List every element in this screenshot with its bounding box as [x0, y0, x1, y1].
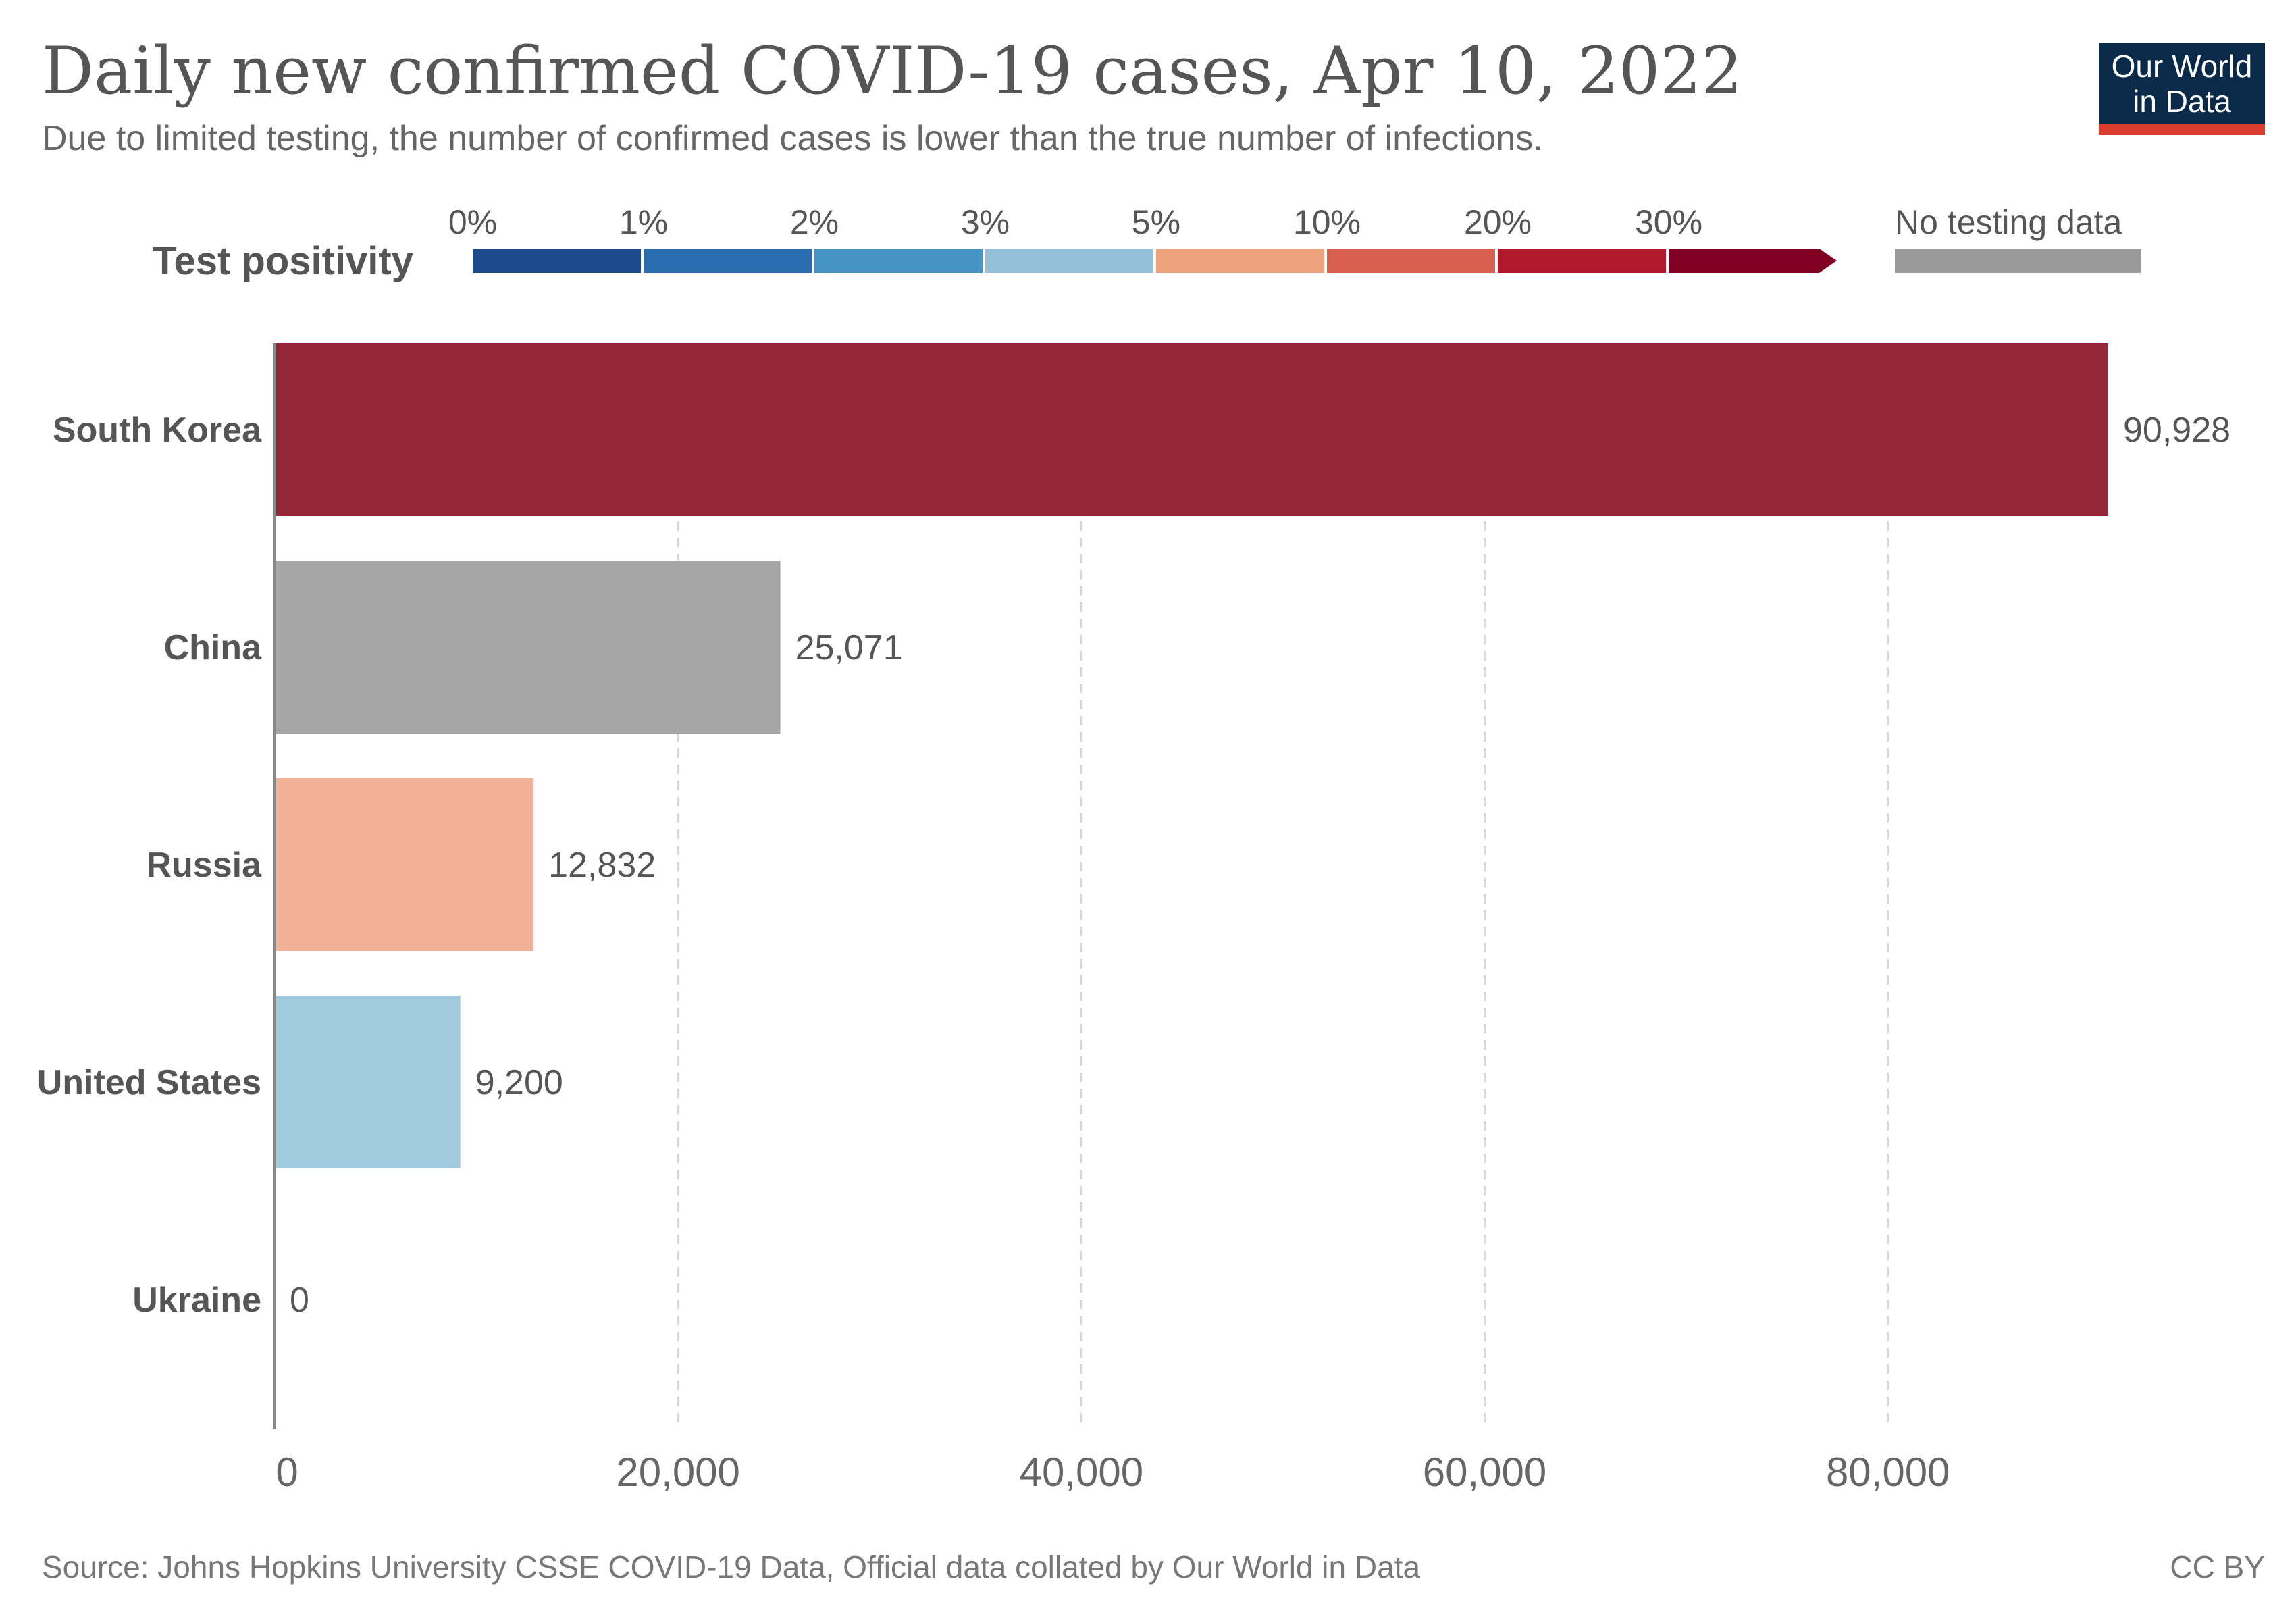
legend-bins: 0% 1% 2% 3% 5% 10% 20% 30% [448, 203, 1837, 273]
bar[interactable] [275, 996, 461, 1168]
legend-bin [644, 249, 812, 273]
source-note: Source: Johns Hopkins University CSSE CO… [42, 1549, 1420, 1585]
value-label: 9,200 [475, 1063, 563, 1102]
x-tick-label: 20,000 [616, 1449, 740, 1495]
legend-no-data-swatch [1895, 249, 2141, 273]
legend-bin-label: 10% [1293, 203, 1361, 241]
legend-bin [985, 249, 1153, 273]
category-labels: South Korea China Russia United States Ukrai… [37, 411, 262, 1320]
category-label: Russia [146, 846, 262, 885]
value-label: 0 [290, 1281, 309, 1320]
legend-bin-label: 0% [448, 203, 497, 241]
x-tick-label: 0 [276, 1449, 298, 1495]
bars [275, 343, 2108, 1168]
chart-subtitle: Due to limited testing, the number of co… [42, 119, 1543, 158]
bar[interactable] [275, 343, 2108, 516]
value-labels: 90,928 25,071 12,832 9,200 0 [290, 411, 2230, 1320]
value-label: 12,832 [548, 846, 656, 885]
legend-title: Test positivity [153, 239, 413, 283]
x-tick-label: 60,000 [1423, 1449, 1547, 1495]
chart-title: Daily new confirmed COVID-19 cases, Apr … [42, 33, 1742, 109]
logo-background [2099, 43, 2265, 130]
owid-logo[interactable]: Our World in Data [2099, 43, 2265, 135]
value-label: 90,928 [2123, 411, 2230, 450]
license-label[interactable]: CC BY [2170, 1549, 2265, 1585]
legend-bin [473, 249, 641, 273]
legend-no-data-label: No testing data [1895, 203, 2122, 241]
legend-bin-label: 5% [1132, 203, 1180, 241]
legend-bin-arrow [1669, 249, 1837, 273]
value-label: 25,071 [795, 628, 903, 667]
legend-bin-label: 2% [790, 203, 839, 241]
legend-bin-label: 30% [1635, 203, 1702, 241]
logo-line-1: Our World [2112, 49, 2253, 84]
x-axis-ticks: 0 20,000 40,000 60,000 80,000 [276, 1449, 1950, 1495]
bar[interactable] [275, 561, 781, 734]
legend-bin-label: 1% [619, 203, 668, 241]
test-positivity-legend: Test positivity 0% 1% 2% 3% 5% 10% 20% 30% No t… [153, 203, 2141, 283]
category-label: China [164, 628, 263, 667]
bar[interactable] [275, 778, 534, 951]
category-label: South Korea [53, 411, 262, 450]
legend-bin-label: 3% [961, 203, 1010, 241]
category-label: Ukraine [132, 1281, 261, 1320]
logo-line-2: in Data [2133, 84, 2231, 119]
x-tick-label: 40,000 [1020, 1449, 1144, 1495]
legend-bin [1327, 249, 1495, 273]
grid-lines [677, 343, 1889, 1429]
x-tick-label: 80,000 [1826, 1449, 1950, 1495]
legend-bin-label: 20% [1464, 203, 1532, 241]
category-label: United States [37, 1063, 261, 1102]
legend-bin [814, 249, 983, 273]
legend-bin [1156, 249, 1324, 273]
legend-bin [1498, 249, 1666, 273]
logo-accent-bar [2099, 124, 2265, 135]
